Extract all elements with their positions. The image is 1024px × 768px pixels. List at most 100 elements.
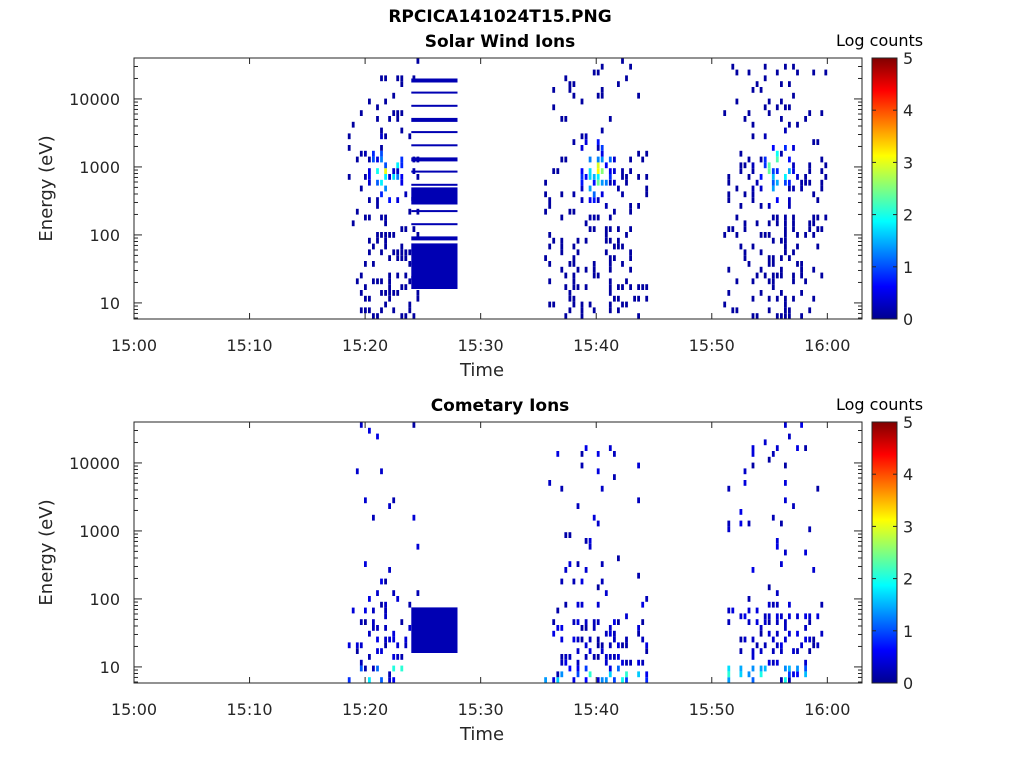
heatmap-cell: [727, 197, 731, 203]
heatmap-cell: [808, 526, 812, 533]
heatmap-cell: [400, 226, 404, 232]
heatmap-cell: [580, 98, 584, 105]
heatmap-cell: [396, 290, 400, 296]
heatmap-cell: [759, 290, 763, 296]
heatmap-cell: [617, 555, 620, 562]
heatmap-cell: [816, 485, 820, 492]
x-tick-label: 15:40: [573, 700, 619, 719]
heatmap-cell: [388, 174, 391, 180]
heatmap-cell: [613, 295, 616, 302]
heatmap-cell: [384, 613, 387, 620]
heatmap-cell: [392, 677, 396, 683]
heatmap-cell: [784, 422, 787, 428]
heatmap-cell: [384, 162, 387, 169]
heatmap-cell: [613, 630, 616, 637]
heatmap-cell: [355, 642, 359, 649]
heatmap-cell: [392, 174, 396, 180]
heatmap-cell: [775, 272, 779, 279]
heatmap-cell: [808, 636, 812, 643]
heatmap-cell: [608, 284, 612, 290]
heatmap-cell: [355, 208, 359, 215]
heatmap-cell: [596, 619, 600, 625]
heatmap-cell: [608, 630, 612, 637]
heatmap-cell: [788, 179, 791, 186]
heatmap-cell: [820, 168, 824, 174]
x-tick-label: 15:50: [689, 336, 735, 355]
heatmap-cell: [384, 220, 387, 227]
heatmap-cell: [727, 191, 731, 198]
plot-area: [134, 58, 862, 319]
heatmap-cell: [775, 69, 779, 76]
heatmap-cell: [376, 313, 379, 319]
heatmap-cell: [621, 659, 624, 666]
heatmap-cell: [767, 162, 771, 169]
heatmap-cell: [637, 462, 640, 469]
heatmap-cell: [396, 255, 400, 261]
heatmap-cell: [771, 636, 775, 643]
heatmap-cell: [800, 290, 803, 296]
heatmap-cell: [580, 301, 584, 308]
heatmap-cell: [596, 197, 600, 203]
heatmap-cell: [376, 232, 379, 238]
heatmap-cell: [392, 665, 396, 672]
heatmap-cell: [568, 261, 572, 267]
heatmap-cell: [568, 561, 572, 567]
heatmap-cell: [800, 313, 803, 319]
heatmap-cell: [613, 677, 616, 683]
heatmap-cell: [392, 636, 396, 643]
x-tick-label: 15:10: [227, 336, 273, 355]
heatmap-cell: [743, 255, 747, 261]
heatmap-cell: [608, 290, 612, 296]
heatmap-cell: [788, 156, 791, 163]
heatmap-cell: [784, 145, 787, 151]
heatmap-cell: [544, 255, 547, 261]
heatmap-cell: [796, 174, 799, 180]
heatmap-cell: [384, 185, 387, 192]
heatmap-cell: [743, 468, 747, 475]
heatmap-cell: [596, 214, 600, 221]
heatmap-cell: [560, 625, 564, 631]
heatmap-band: [411, 183, 458, 186]
heatmap-cell: [767, 203, 771, 209]
heatmap-cell: [621, 168, 624, 174]
heatmap-cell: [780, 255, 783, 261]
heatmap-cell: [560, 249, 564, 256]
heatmap-cell: [796, 261, 799, 267]
heatmap-cell: [588, 197, 592, 203]
heatmap-cell: [804, 665, 807, 672]
heatmap-cell: [617, 185, 620, 192]
heatmap-cell: [392, 232, 396, 238]
heatmap-cell: [784, 677, 787, 683]
heatmap-cell: [568, 532, 572, 538]
heatmap-cell: [400, 284, 404, 290]
heatmap-cell: [388, 116, 391, 122]
heatmap-cell: [788, 613, 791, 620]
heatmap-cell: [637, 497, 640, 504]
heatmap-cell: [400, 81, 404, 87]
heatmap-cell: [600, 127, 604, 134]
heatmap-cell: [351, 220, 355, 227]
heatmap-cell: [556, 607, 560, 614]
heatmap-cell: [775, 659, 779, 666]
heatmap-cell: [384, 243, 387, 250]
heatmap-cell: [604, 162, 608, 169]
heatmap-cell: [580, 625, 584, 631]
heatmap-band: [411, 104, 458, 107]
heatmap-cell: [412, 313, 416, 319]
heatmap-cell: [608, 255, 612, 261]
heatmap-cell: [604, 630, 608, 637]
heatmap-cell: [364, 150, 367, 157]
heatmap-cell: [759, 648, 763, 654]
heatmap-cell: [359, 185, 363, 192]
heatmap-cell: [780, 290, 783, 296]
heatmap-cell: [572, 619, 576, 625]
heatmap-cell: [608, 301, 612, 308]
heatmap-cell: [608, 174, 612, 180]
heatmap-cell: [416, 590, 420, 596]
heatmap-cell: [560, 156, 564, 163]
heatmap-cell: [751, 654, 755, 660]
heatmap-cell: [625, 179, 628, 186]
heatmap-cell: [560, 485, 564, 492]
heatmap-cell: [621, 58, 624, 64]
heatmap-cell: [572, 295, 576, 302]
